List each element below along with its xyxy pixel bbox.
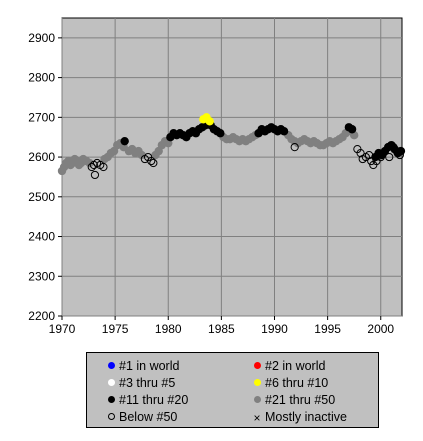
y-tick-label: 2300 <box>28 269 55 283</box>
y-axis: 2200 2300 2400 2500 2600 2700 2800 2900 <box>28 31 62 323</box>
data-point <box>347 125 357 134</box>
x-tick-label: 1985 <box>208 322 235 336</box>
legend-marker-red-dot <box>253 362 261 370</box>
legend-marker-cross: × <box>253 410 261 425</box>
x-tick-label: 1980 <box>155 322 182 336</box>
legend-item-3-thru-5: #3 thru #5 <box>105 375 175 392</box>
legend-item-mostly-inactive: × Mostly inactive <box>251 409 347 426</box>
data-point <box>137 150 146 160</box>
legend-label: #6 thru #10 <box>265 376 329 390</box>
y-tick-label: 2800 <box>28 71 55 85</box>
x-axis: 1970 1975 1980 1985 1990 1995 2000 <box>49 316 394 336</box>
data-point <box>120 136 129 146</box>
data-point <box>205 117 214 126</box>
legend-marker-gray-dot <box>253 396 261 404</box>
x-tick-label: 1995 <box>314 322 341 336</box>
legend-label: #2 in world <box>265 359 326 373</box>
legend-item-21-thru-50: #21 thru #50 <box>251 392 335 409</box>
data-point <box>385 152 394 162</box>
x-tick-label: 2000 <box>367 322 394 336</box>
legend-marker-white-dot <box>107 379 115 387</box>
legend-label: #3 thru #5 <box>119 376 176 390</box>
data-point <box>90 170 100 180</box>
legend-marker-ring <box>107 413 115 421</box>
data-point <box>367 156 376 166</box>
legend-label: Below #50 <box>119 410 178 424</box>
y-tick-label: 2900 <box>28 31 55 45</box>
legend-label: Mostly inactive <box>265 410 347 424</box>
legend-label: #1 in world <box>119 359 180 373</box>
data-point <box>290 143 299 152</box>
legend-marker-yellow-dot <box>253 379 261 387</box>
x-tick-label: 1990 <box>261 322 288 336</box>
data-point <box>216 129 225 138</box>
data-point <box>364 150 374 160</box>
legend-item-6-thru-10: #6 thru #10 <box>251 375 328 392</box>
data-point <box>99 162 108 172</box>
x-tick-label: 1970 <box>49 322 76 336</box>
legend: #1 in world #2 in world #3 thru #5 #6 th… <box>86 352 379 428</box>
data-point <box>356 148 365 158</box>
legend-item-2-in-world: #2 in world <box>251 358 325 375</box>
legend-item-below-50: Below #50 <box>105 409 177 426</box>
data-point <box>279 127 289 136</box>
legend-item-11-thru-20: #11 thru #20 <box>105 392 188 409</box>
y-tick-label: 2400 <box>28 230 55 244</box>
legend-label: #11 thru #20 <box>119 393 189 407</box>
data-point <box>395 150 404 160</box>
legend-item-1-in-world: #1 in world <box>105 358 179 375</box>
legend-marker-black-dot <box>107 396 115 404</box>
x-tick-label: 1975 <box>102 322 129 336</box>
data-point <box>376 152 385 162</box>
legend-marker-blue-dot <box>107 362 115 370</box>
y-tick-label: 2600 <box>28 150 55 164</box>
data-point <box>149 158 158 168</box>
y-tick-label: 2200 <box>28 309 55 323</box>
data-points <box>57 113 406 180</box>
data-point <box>85 158 94 168</box>
data-point <box>87 162 96 172</box>
y-tick-label: 2700 <box>28 110 55 124</box>
y-tick-label: 2500 <box>28 190 55 204</box>
legend-label: #21 thru #50 <box>265 393 336 407</box>
plot-area <box>61 17 403 317</box>
data-point <box>147 156 156 166</box>
